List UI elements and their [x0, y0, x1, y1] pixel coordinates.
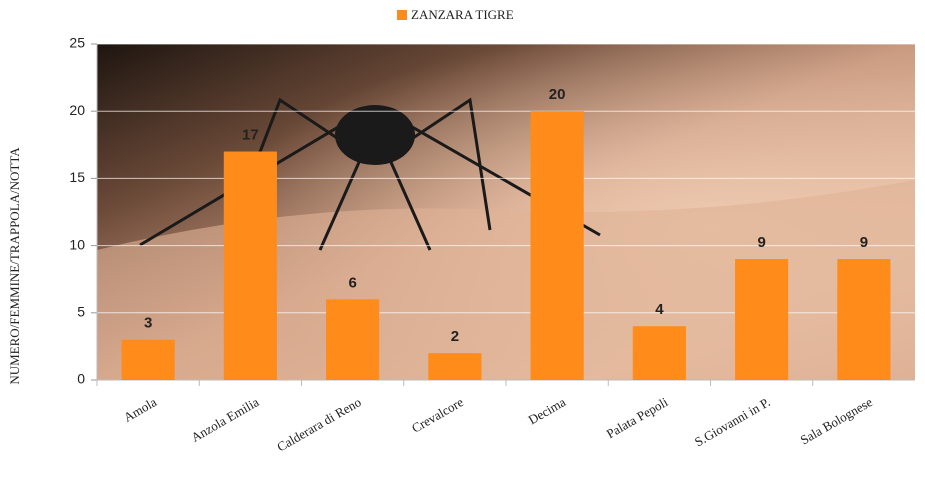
bar	[121, 339, 175, 380]
x-tick-label: Sala Bolognese	[798, 394, 875, 447]
x-tick-label: Anzola Emilia	[189, 394, 262, 445]
legend: ZANZARA TIGRE	[397, 7, 514, 22]
bar	[632, 326, 686, 380]
bar	[530, 111, 584, 380]
x-tick-label: Calderara di Reno	[274, 394, 363, 454]
data-label: 3	[144, 315, 152, 332]
y-tick-label: 5	[77, 304, 85, 320]
legend-label: ZANZARA TIGRE	[411, 7, 514, 22]
data-label: 20	[549, 86, 566, 103]
bar	[223, 151, 277, 380]
x-tick-label: S.Giovanni in P.	[692, 394, 773, 449]
bar	[837, 259, 891, 380]
bar	[735, 259, 789, 380]
y-tick-label: 0	[77, 371, 85, 387]
y-tick-label: 15	[69, 169, 85, 185]
data-label: 9	[757, 234, 765, 251]
x-tick-label: Amola	[121, 394, 159, 425]
background-photo	[97, 44, 915, 380]
bar	[428, 353, 482, 380]
x-tick-label: Crevalcore	[409, 394, 466, 436]
y-tick-label: 25	[69, 35, 85, 51]
legend-swatch	[397, 10, 407, 20]
y-tick-label: 10	[69, 236, 85, 252]
data-label: 2	[451, 328, 459, 345]
x-tick-label: Palata Pepoli	[604, 394, 671, 441]
data-label: 4	[655, 301, 664, 318]
x-tick-label: Decima	[526, 394, 569, 427]
y-axis-label: NUMERO/FEMMINE/TRAPPOLA/NOTTA	[7, 147, 22, 385]
data-label: 6	[348, 274, 356, 291]
y-tick-label: 20	[69, 102, 85, 118]
bar	[326, 299, 380, 380]
data-label: 17	[242, 126, 259, 143]
data-label: 9	[860, 234, 868, 251]
